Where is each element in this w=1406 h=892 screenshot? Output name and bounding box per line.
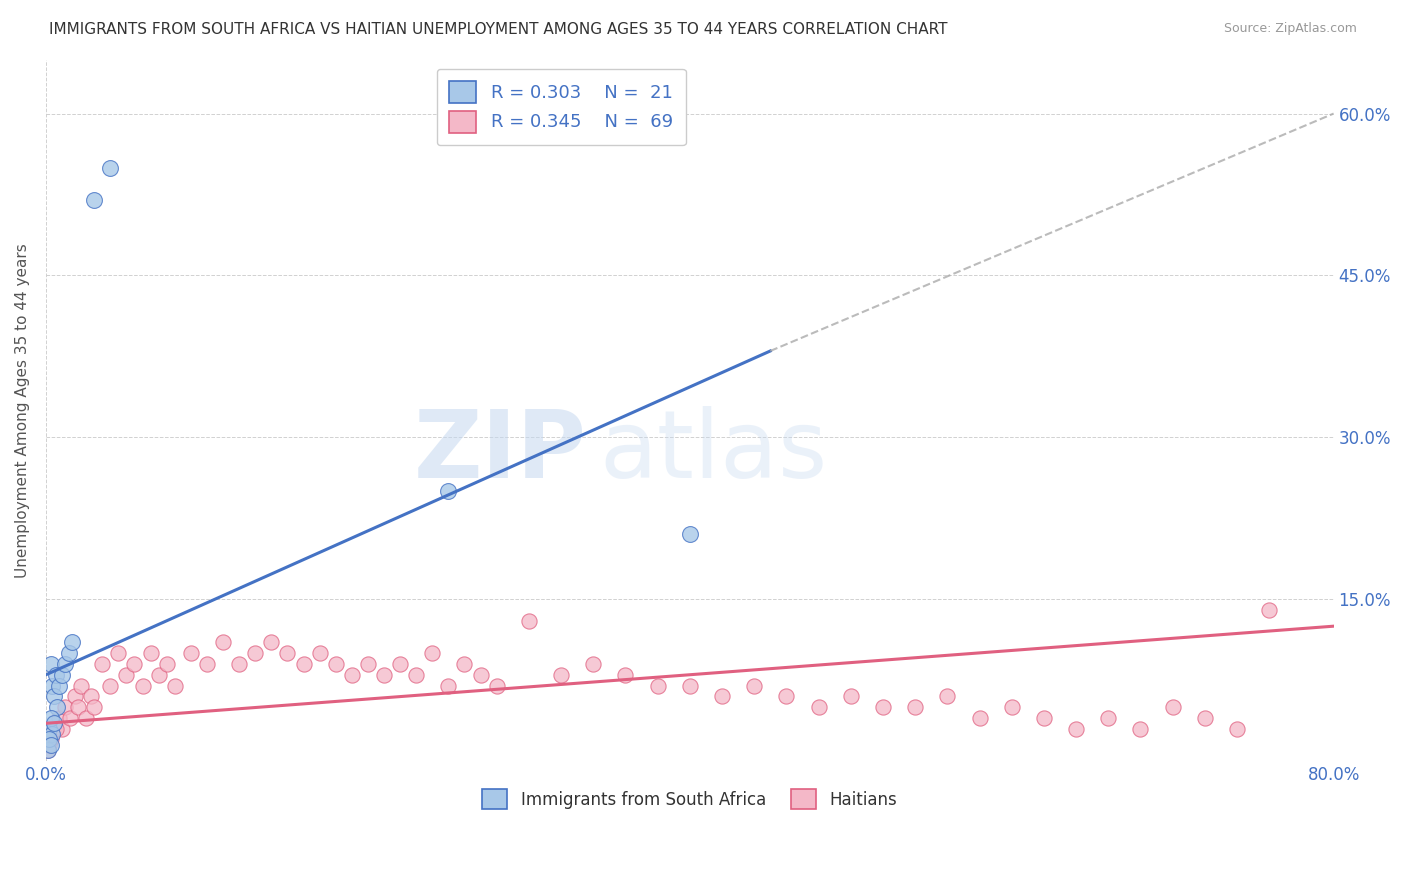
Point: [67, 700, 90, 714]
Point: [437, 484, 460, 499]
Point: [1194, 711, 1216, 725]
Point: [212, 635, 235, 649]
Point: [969, 711, 991, 725]
Point: [39, 657, 62, 671]
Point: [325, 657, 347, 671]
Point: [437, 679, 460, 693]
Legend: Immigrants from South Africa, Haitians: Immigrants from South Africa, Haitians: [475, 782, 904, 816]
Point: [38, 722, 60, 736]
Point: [51, 667, 73, 681]
Point: [48, 711, 70, 725]
Point: [41, 679, 63, 693]
Point: [131, 679, 153, 693]
Point: [48, 679, 70, 693]
Point: [228, 657, 250, 671]
Point: [357, 657, 380, 671]
Point: [124, 657, 146, 671]
Point: [51, 722, 73, 736]
Point: [75, 711, 97, 725]
Point: [839, 690, 862, 704]
Point: [711, 690, 734, 704]
Point: [39, 732, 62, 747]
Point: [53, 700, 76, 714]
Point: [373, 667, 395, 681]
Text: Source: ZipAtlas.com: Source: ZipAtlas.com: [1223, 22, 1357, 36]
Point: [405, 667, 427, 681]
Point: [276, 646, 298, 660]
Point: [1001, 700, 1024, 714]
Point: [1064, 722, 1087, 736]
Point: [115, 667, 138, 681]
Point: [1258, 603, 1281, 617]
Text: atlas: atlas: [600, 407, 828, 499]
Point: [38, 732, 60, 747]
Point: [91, 657, 114, 671]
Point: [485, 679, 508, 693]
Point: [550, 667, 572, 681]
Point: [1032, 711, 1054, 725]
Point: [98, 161, 121, 175]
Point: [582, 657, 605, 671]
Point: [107, 646, 129, 660]
Point: [45, 667, 67, 681]
Point: [872, 700, 894, 714]
Point: [936, 690, 959, 704]
Point: [59, 711, 82, 725]
Point: [775, 690, 797, 704]
Point: [1161, 700, 1184, 714]
Point: [1226, 722, 1249, 736]
Point: [340, 667, 363, 681]
Point: [45, 722, 67, 736]
Point: [453, 657, 475, 671]
Point: [37, 743, 59, 757]
Point: [41, 727, 63, 741]
Point: [38, 738, 60, 752]
Point: [53, 657, 76, 671]
Point: [1129, 722, 1152, 736]
Point: [98, 679, 121, 693]
Point: [308, 646, 330, 660]
Point: [420, 646, 443, 660]
Point: [807, 700, 830, 714]
Point: [46, 700, 69, 714]
Point: [42, 716, 65, 731]
Point: [260, 635, 283, 649]
Point: [42, 690, 65, 704]
Point: [39, 711, 62, 725]
Point: [389, 657, 412, 671]
Point: [80, 690, 103, 704]
Point: [39, 738, 62, 752]
Point: [517, 614, 540, 628]
Point: [37, 743, 59, 757]
Point: [70, 679, 93, 693]
Point: [647, 679, 669, 693]
Point: [195, 657, 218, 671]
Point: [63, 690, 86, 704]
Point: [156, 657, 179, 671]
Point: [679, 527, 702, 541]
Point: [614, 667, 637, 681]
Point: [904, 700, 927, 714]
Point: [83, 193, 105, 207]
Point: [163, 679, 186, 693]
Point: [83, 700, 105, 714]
Point: [292, 657, 315, 671]
Point: [742, 679, 765, 693]
Point: [42, 722, 65, 736]
Point: [1097, 711, 1119, 725]
Point: [180, 646, 202, 660]
Text: IMMIGRANTS FROM SOUTH AFRICA VS HAITIAN UNEMPLOYMENT AMONG AGES 35 TO 44 YEARS C: IMMIGRANTS FROM SOUTH AFRICA VS HAITIAN …: [49, 22, 948, 37]
Point: [679, 679, 702, 693]
Point: [470, 667, 492, 681]
Text: ZIP: ZIP: [413, 407, 586, 499]
Point: [60, 635, 83, 649]
Point: [58, 646, 80, 660]
Point: [139, 646, 162, 660]
Point: [245, 646, 267, 660]
Point: [148, 667, 170, 681]
Y-axis label: Unemployment Among Ages 35 to 44 years: Unemployment Among Ages 35 to 44 years: [15, 243, 30, 578]
